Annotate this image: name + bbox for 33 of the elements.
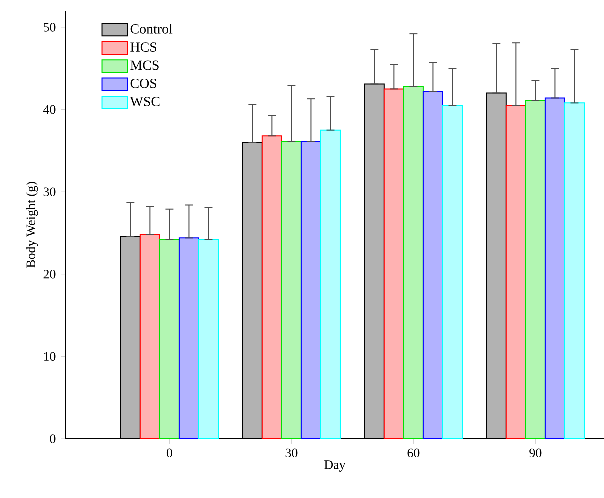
legend-label: HCS bbox=[130, 42, 157, 52]
bar bbox=[422, 91, 444, 440]
bar bbox=[140, 234, 160, 440]
y-tick-label: 40 bbox=[44, 105, 56, 114]
bar bbox=[506, 105, 526, 440]
y-tick-label: 50 bbox=[44, 23, 56, 32]
x-tick-label: 90 bbox=[530, 448, 542, 458]
x-axis-title: Day bbox=[324, 460, 346, 472]
x-tick-label: 30 bbox=[286, 448, 298, 458]
y-tick-label: 30 bbox=[44, 188, 56, 196]
bar bbox=[262, 136, 282, 440]
bar bbox=[178, 238, 200, 440]
bar bbox=[159, 239, 180, 440]
bar bbox=[384, 88, 404, 440]
bar bbox=[525, 100, 546, 440]
bar bbox=[564, 102, 585, 440]
y-tick-label: 10 bbox=[44, 352, 56, 362]
bar bbox=[403, 86, 424, 440]
x-tick-label: 0 bbox=[166, 448, 172, 458]
y-tick-label: 20 bbox=[44, 270, 56, 279]
legend-label: WSC bbox=[130, 97, 160, 107]
y-axis-title: Body Weight (g) bbox=[26, 182, 38, 268]
y-tick-label: 0 bbox=[50, 434, 56, 444]
bar bbox=[281, 141, 302, 440]
bar bbox=[300, 141, 322, 440]
x-tick-label: 60 bbox=[408, 448, 420, 458]
legend-label: MCS bbox=[130, 60, 159, 70]
bar bbox=[442, 105, 463, 440]
bar bbox=[198, 239, 219, 440]
bar bbox=[320, 130, 341, 440]
legend-label: Control bbox=[130, 24, 173, 34]
bar bbox=[544, 98, 566, 440]
legend-label: COS bbox=[130, 78, 157, 88]
